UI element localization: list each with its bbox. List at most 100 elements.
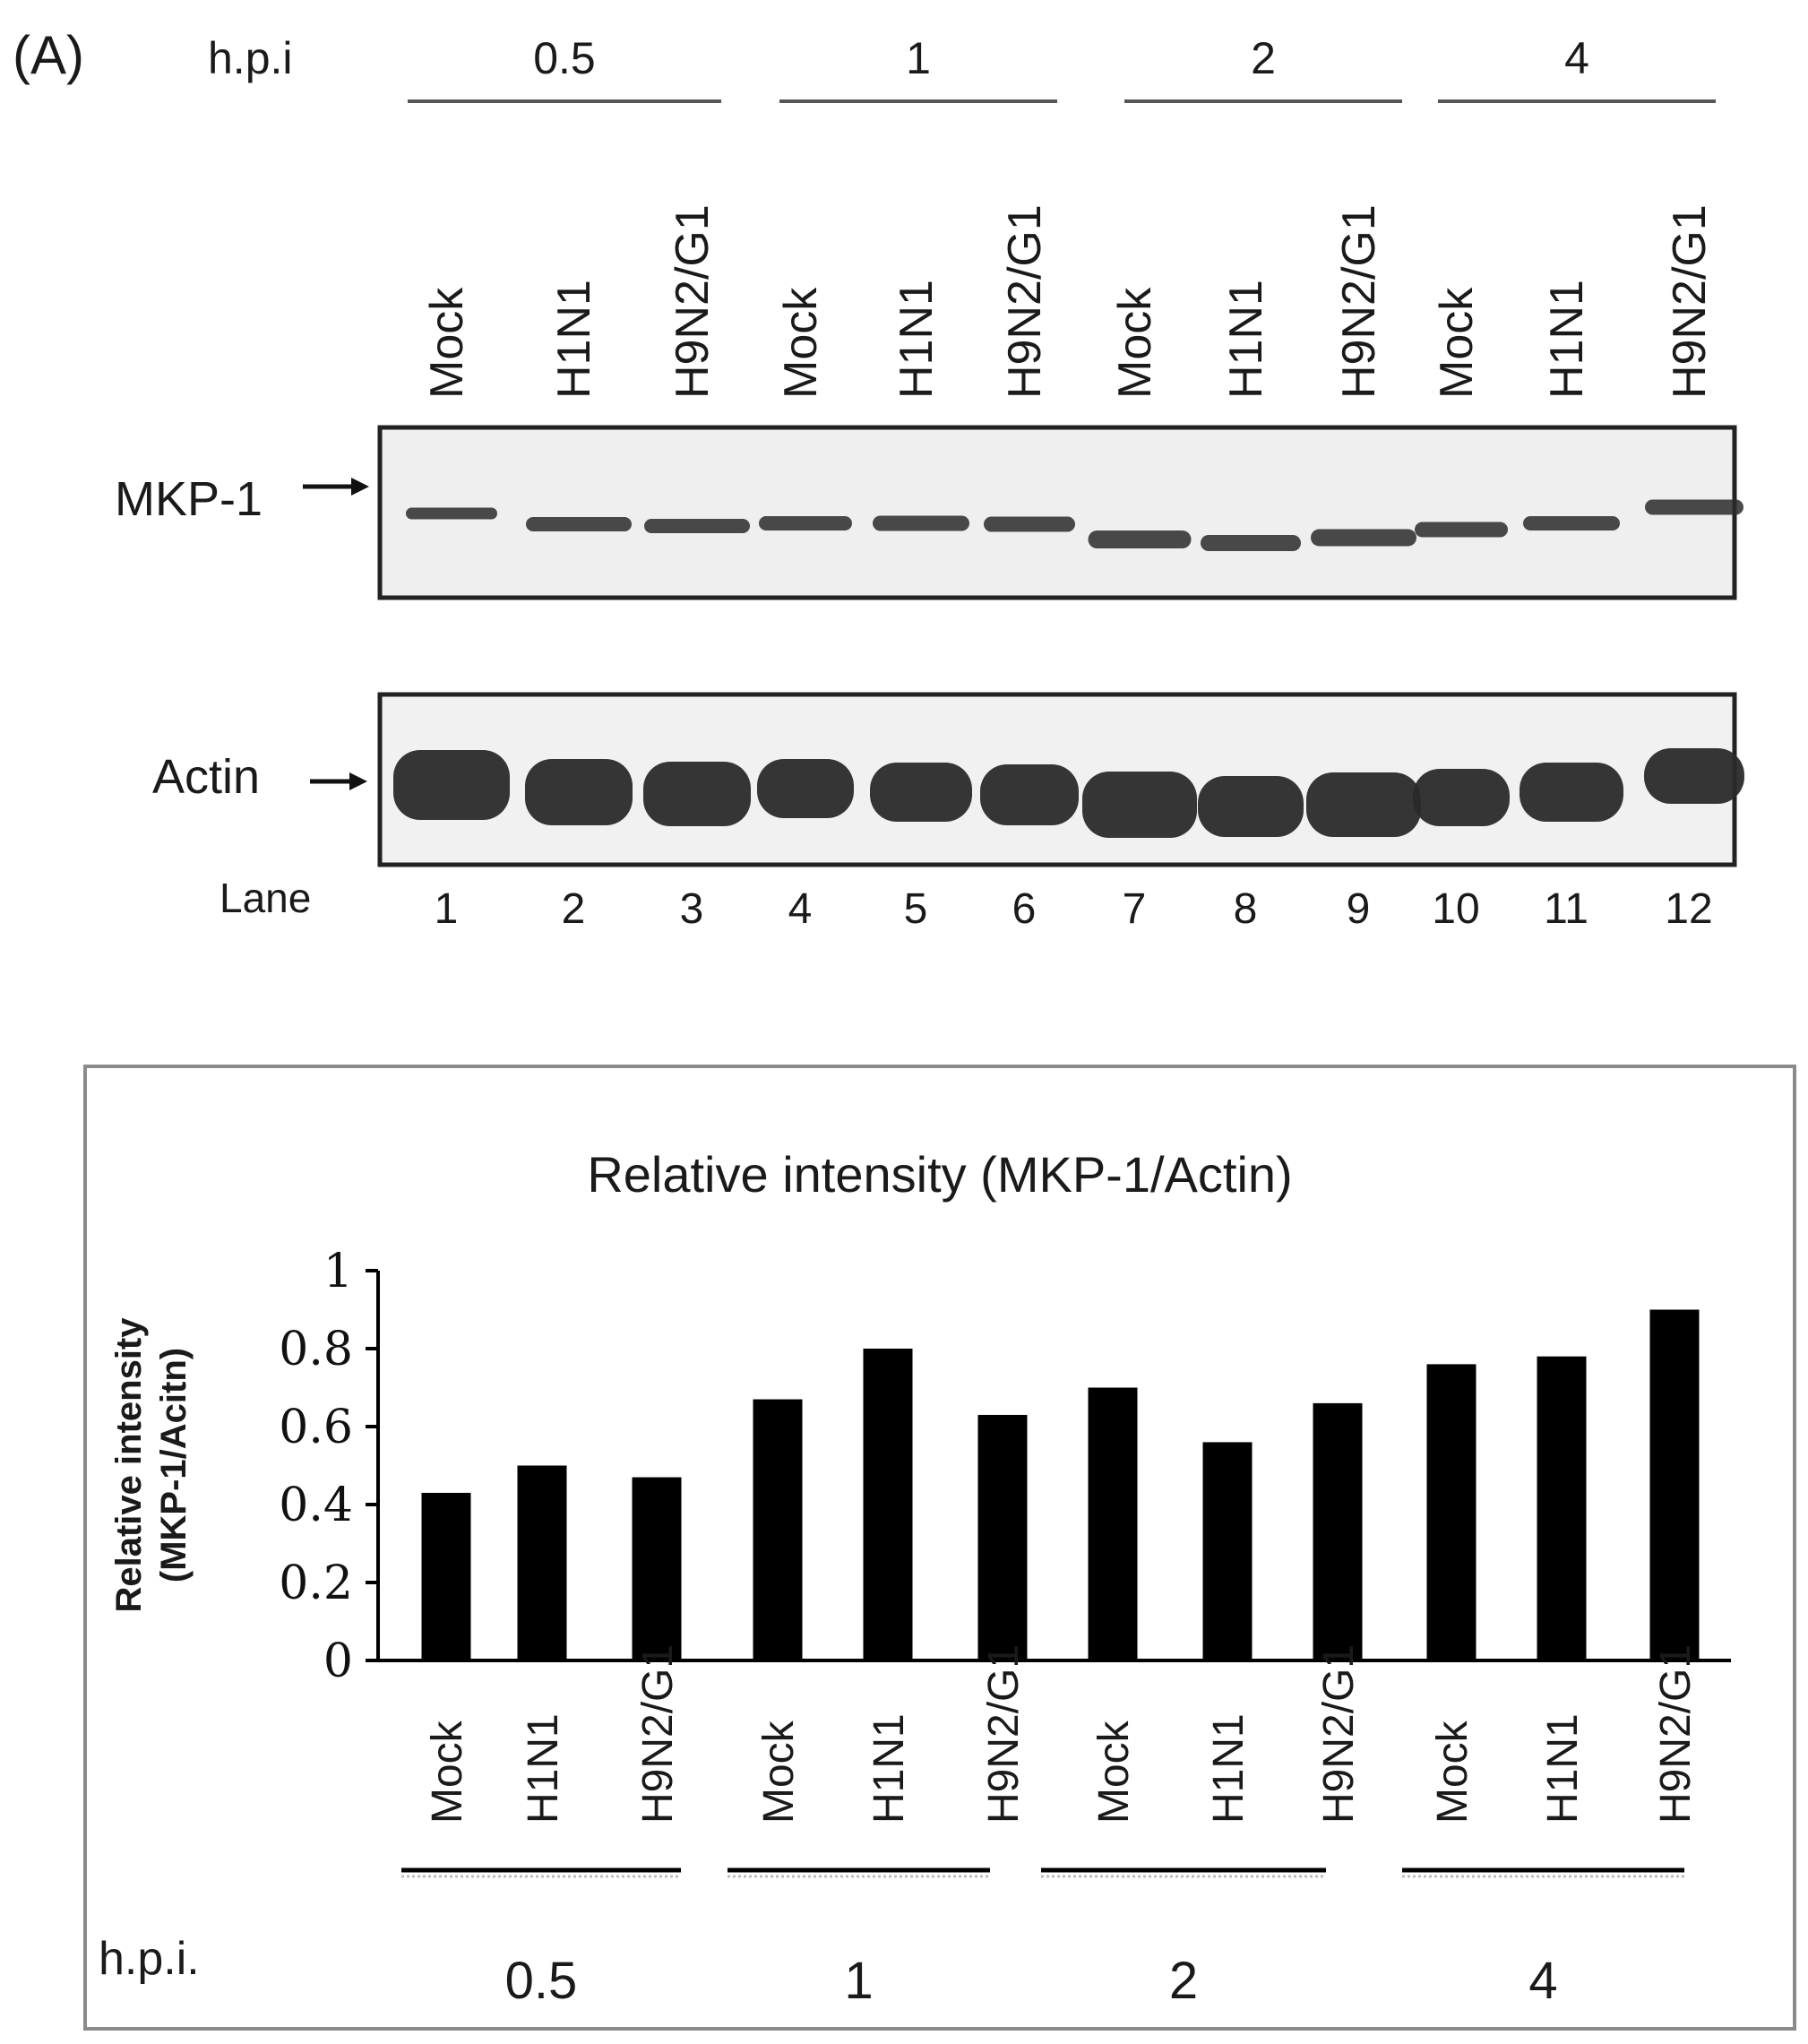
bar <box>517 1465 567 1660</box>
y-tick-label: 1 <box>323 1245 353 1298</box>
lane-treatment-label: Mock <box>1109 287 1161 399</box>
x-axis: Mock H1N1 H9N2/G1 Mock H1N1 H9N2/G1 Mock H1N1 H9… <box>378 1644 1731 1824</box>
mkp1-band <box>644 519 750 533</box>
x-tick-label: Mock <box>755 1720 803 1824</box>
x-tick-label: H9N2/G1 <box>634 1644 682 1824</box>
chart-title: Relative intensity (MKP-1/Actin) <box>587 1146 1292 1203</box>
actin-band <box>1520 763 1623 822</box>
actin-band <box>525 759 633 825</box>
lane-treatment-label: H1N1 <box>1220 280 1272 399</box>
lane-numbers: 1 2 3 4 5 6 7 8 9 10 11 12 <box>435 885 1713 933</box>
timepoint-label-bottom: 0.5 <box>505 1952 578 2010</box>
y-tick-label: 0.4 <box>279 1479 353 1532</box>
lane-number: 8 <box>1234 885 1258 933</box>
hpi-label-top: h.p.i <box>208 33 293 83</box>
y-tick-label: 0.6 <box>279 1401 353 1454</box>
timepoint-label-top: 4 <box>1564 33 1589 83</box>
lane-treatment-label: H9N2/G1 <box>1664 204 1716 399</box>
y-tick-label: 0.2 <box>279 1557 353 1610</box>
lane-number: 10 <box>1432 885 1479 933</box>
x-tick-label: H9N2/G1 <box>1315 1644 1363 1824</box>
lane-number: 5 <box>904 885 928 933</box>
bars <box>421 1309 1700 1660</box>
lane-treatment-label: H9N2/G1 <box>1333 204 1385 399</box>
x-tick-label: H1N1 <box>520 1713 567 1824</box>
y-tick-label: 0 <box>323 1634 353 1688</box>
actin-band <box>870 763 972 822</box>
lane-number: 1 <box>435 885 459 933</box>
actin-band <box>1082 772 1197 838</box>
lane-number: 2 <box>562 885 586 933</box>
x-tick-label: H1N1 <box>1205 1713 1253 1824</box>
panel-label: (A) <box>13 25 84 85</box>
actin-band <box>643 762 751 826</box>
timepoint-label-bottom: 2 <box>1169 1952 1198 2010</box>
timepoint-label-bottom: 4 <box>1528 1952 1557 2010</box>
bar <box>1426 1364 1477 1660</box>
timepoint-label-top: 1 <box>906 33 931 83</box>
lane-treatment-label: Mock <box>421 287 473 399</box>
bar <box>1649 1309 1700 1660</box>
mkp1-band <box>1088 530 1192 548</box>
timepoint-label-bottom: 1 <box>844 1952 873 2010</box>
mkp1-band <box>1201 535 1301 551</box>
timepoint-groups-top: 0.5 1 2 4 <box>408 33 1716 103</box>
lane-number: 4 <box>788 885 813 933</box>
lane-label: Lane <box>220 875 311 921</box>
mkp1-arrow-icon <box>303 478 369 496</box>
timepoint-label-top: 2 <box>1251 33 1276 83</box>
x-tick-label: Mock <box>1090 1720 1138 1824</box>
y-tick-label: 0.8 <box>279 1323 353 1376</box>
x-tick-label: H1N1 <box>1539 1713 1587 1824</box>
x-tick-label: H9N2/G1 <box>980 1644 1028 1824</box>
y-axis: 0 0.2 0.4 0.6 0.8 1 <box>279 1245 380 1688</box>
lane-number: 9 <box>1347 885 1371 933</box>
lane-number: 3 <box>680 885 704 933</box>
x-tick-label: H1N1 <box>865 1713 913 1824</box>
mkp1-band <box>526 517 632 531</box>
hpi-label-bottom: h.p.i. <box>99 1933 200 1985</box>
bar <box>1537 1356 1587 1660</box>
y-axis-title-line1: Relative intensity <box>109 1317 149 1613</box>
bar <box>863 1349 913 1660</box>
lane-number: 12 <box>1665 885 1712 933</box>
x-tick-label: Mock <box>1429 1720 1477 1824</box>
lane-treatment-label: Mock <box>1431 287 1483 399</box>
mkp1-band <box>406 507 497 520</box>
lane-treatment-label: H1N1 <box>1541 280 1593 399</box>
bar <box>421 1492 471 1660</box>
mkp1-bands <box>406 499 1743 551</box>
timepoint-label-top: 0.5 <box>533 33 596 83</box>
actin-band <box>1413 769 1510 826</box>
lane-treatment-label: H1N1 <box>548 280 600 399</box>
x-tick-label: H9N2/G1 <box>1652 1644 1700 1824</box>
mkp1-band <box>1523 516 1620 530</box>
actin-band <box>1644 748 1744 804</box>
lane-number: 7 <box>1123 885 1147 933</box>
mkp1-band <box>1645 499 1743 515</box>
x-tick-label: Mock <box>424 1720 471 1824</box>
lane-treatment-label: H1N1 <box>891 280 943 399</box>
bar <box>1313 1402 1363 1660</box>
bar <box>753 1399 803 1660</box>
bar <box>1088 1387 1138 1660</box>
mkp1-blot-box <box>377 425 1737 600</box>
actin-band <box>393 750 510 820</box>
timepoint-groups-bottom: 0.5 1 2 4 <box>401 1867 1684 2010</box>
actin-band <box>757 759 854 818</box>
lane-treatment-labels-top: Mock H1N1 H9N2/G1 Mock H1N1 H9N2/G1 Mock H1N1 H9… <box>421 204 1716 399</box>
actin-bands <box>393 748 1744 838</box>
actin-arrow-icon <box>310 772 367 790</box>
lane-treatment-label: H9N2/G1 <box>667 204 719 399</box>
lane-treatment-label: H9N2/G1 <box>999 204 1051 399</box>
y-axis-title-line2: (MKP-1/Acitn) <box>154 1348 194 1583</box>
actin-band <box>980 764 1079 825</box>
mkp1-band <box>984 516 1075 532</box>
actin-label: Actin <box>152 750 260 804</box>
y-axis-title: Relative intensity (MKP-1/Acitn) <box>109 1317 194 1613</box>
bar <box>977 1414 1028 1660</box>
mkp1-label: MKP-1 <box>115 472 263 526</box>
mkp1-band <box>1415 522 1508 538</box>
actin-band <box>1198 776 1304 837</box>
